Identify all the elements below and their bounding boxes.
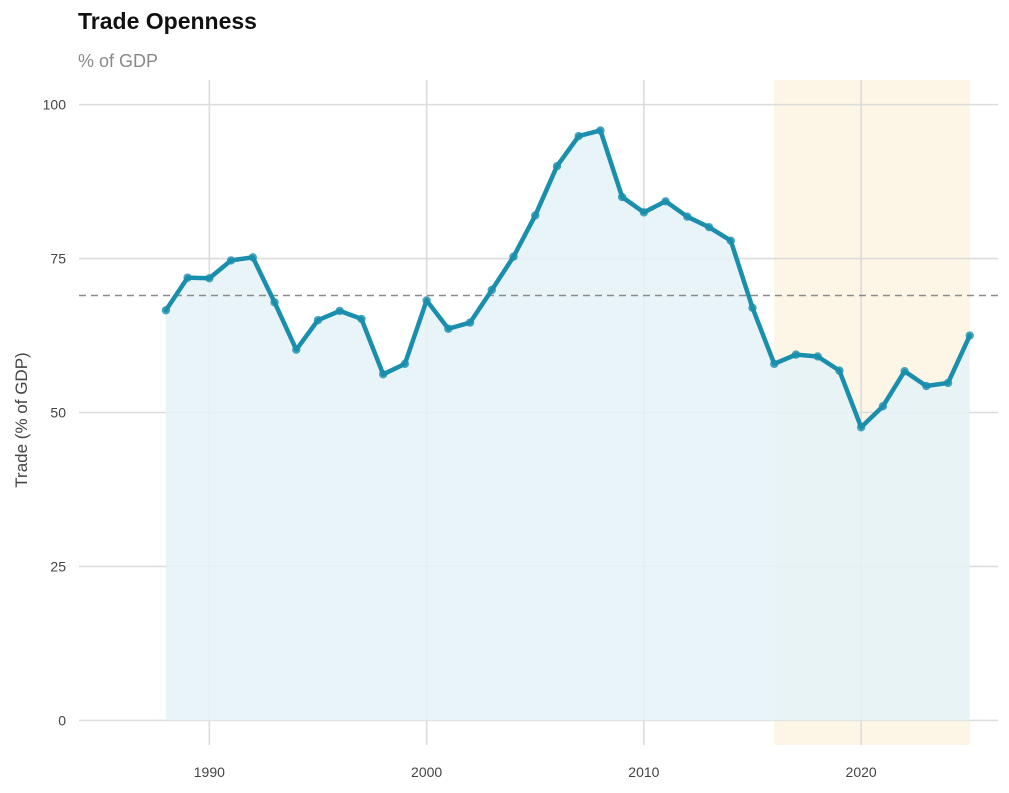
- data-point: [639, 208, 649, 217]
- y-tick-label: 100: [43, 97, 67, 113]
- data-point: [574, 131, 583, 141]
- data-point: [596, 126, 605, 135]
- data-point: [400, 359, 410, 369]
- y-tick-label: 75: [50, 251, 66, 267]
- data-point: [552, 162, 562, 171]
- data-point: [726, 236, 735, 245]
- data-point: [922, 381, 931, 391]
- data-point: [900, 367, 909, 376]
- data-point: [161, 306, 171, 315]
- data-point: [770, 359, 779, 369]
- data-point: [357, 314, 366, 324]
- data-point: [748, 303, 757, 313]
- data-point: [813, 352, 822, 361]
- data-point: [617, 192, 627, 202]
- data-point: [509, 252, 518, 261]
- data-point: [965, 331, 974, 340]
- x-tick-label: 2010: [628, 764, 659, 780]
- data-point: [226, 256, 236, 265]
- chart-title: Trade Openness: [78, 8, 257, 34]
- data-point: [791, 350, 801, 359]
- y-axis-label: Trade (% of GDP): [12, 352, 31, 487]
- x-tick-label: 2000: [411, 764, 442, 780]
- series-line: [163, 128, 973, 430]
- y-tick-label: 0: [58, 712, 66, 728]
- data-point: [683, 212, 692, 221]
- data-point: [943, 378, 953, 388]
- x-tick-label: 1990: [194, 764, 225, 780]
- y-tick-label: 50: [50, 405, 66, 421]
- data-point: [444, 324, 453, 333]
- data-point: [531, 211, 540, 220]
- data-point: [704, 222, 714, 232]
- data-point: [835, 366, 844, 375]
- data-point: [335, 306, 344, 316]
- area-fill: [165, 130, 970, 721]
- data-point: [313, 315, 323, 325]
- data-point: [183, 273, 192, 282]
- chart-subtitle: % of GDP: [78, 51, 159, 71]
- data-point: [205, 274, 214, 283]
- data-point: [856, 423, 866, 432]
- data-point: [487, 285, 496, 295]
- x-tick-label: 2020: [846, 764, 877, 780]
- data-point: [270, 298, 279, 307]
- data-point: [292, 345, 301, 354]
- data-point: [378, 370, 388, 379]
- data-point: [465, 318, 475, 327]
- data-point: [878, 402, 888, 411]
- data-point: [661, 197, 670, 206]
- data-point: [248, 253, 258, 262]
- data-point: [422, 296, 431, 305]
- y-tick-label: 25: [50, 558, 66, 574]
